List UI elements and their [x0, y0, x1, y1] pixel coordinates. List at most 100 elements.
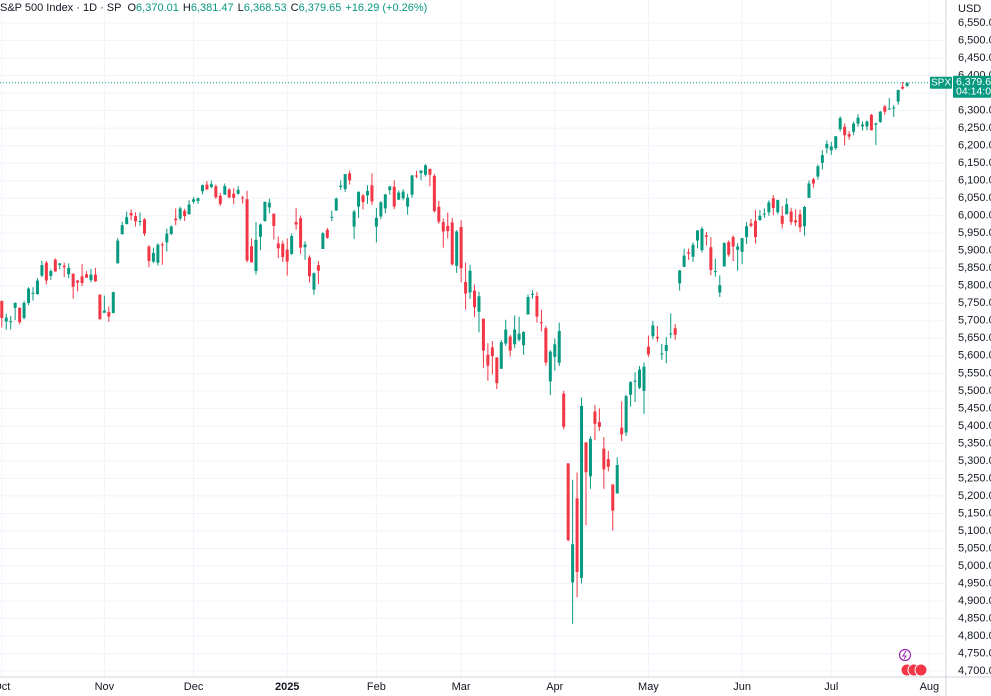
ohlc-value: 6,368.53: [243, 2, 287, 14]
candle-body: [588, 438, 592, 477]
candle-body: [272, 213, 276, 226]
candle-body: [745, 226, 749, 238]
candle-body: [98, 294, 102, 320]
candle-body: [192, 199, 196, 202]
candle-body: [811, 179, 815, 184]
candle-body: [562, 393, 566, 427]
candle-body: [178, 208, 182, 219]
candle-body: [432, 175, 436, 212]
y-tick-label: 4,800.00: [958, 630, 991, 642]
candle-body: [299, 218, 303, 248]
legend-header: S&P 500 Index · 1D · SP O 6,370.01 H 6,381…: [0, 2, 431, 14]
candle-body: [232, 193, 236, 198]
candle-body: [392, 186, 396, 207]
candle-body: [330, 216, 334, 218]
candle-body: [107, 312, 111, 317]
candle-body: [687, 252, 691, 254]
candle-body: [490, 347, 494, 357]
candle-body: [669, 333, 673, 335]
candle-body: [468, 270, 472, 293]
candle-body: [227, 189, 231, 198]
ohlc-key: O: [127, 2, 137, 14]
candle-body: [713, 271, 717, 273]
candle-body: [40, 265, 44, 276]
candle-body: [798, 214, 802, 228]
candle-body: [495, 357, 499, 384]
candle-body: [673, 328, 677, 335]
candle-body: [35, 280, 39, 295]
x-tick-label: Oct: [0, 681, 10, 693]
candle-body: [575, 498, 579, 572]
candle-body: [740, 238, 744, 252]
candle-body: [709, 247, 713, 271]
candle-body: [258, 224, 262, 237]
y-tick-label: 6,300.00: [958, 105, 991, 117]
candle-body: [517, 333, 521, 340]
candle-body: [829, 146, 833, 151]
candle-body: [76, 280, 80, 283]
candle-body: [290, 236, 294, 254]
candle-body: [767, 202, 771, 213]
candle-body: [513, 329, 517, 345]
candle-body: [646, 346, 650, 355]
candle-body: [205, 184, 209, 190]
candle-body: [633, 380, 637, 382]
candle-body: [13, 302, 17, 308]
candle-body: [89, 274, 93, 281]
candle-body: [834, 136, 838, 149]
candle-body: [138, 220, 142, 222]
x-tick-label: Nov: [95, 681, 115, 693]
candle-body: [370, 185, 374, 202]
candle-body: [843, 126, 847, 136]
candle-body: [486, 354, 490, 366]
candle-body: [464, 281, 468, 294]
candle-body: [365, 190, 369, 196]
y-tick-label: 5,500.00: [958, 385, 991, 397]
candle-body: [691, 244, 695, 257]
x-tick-label: Apr: [546, 681, 563, 693]
ohlc-value: 6,370.01: [136, 2, 179, 14]
candle-body: [553, 344, 557, 357]
candle-body: [419, 170, 423, 174]
y-tick-label: 5,550.00: [958, 367, 991, 379]
candle-body: [789, 211, 793, 223]
candle-body: [753, 220, 757, 238]
candle-body: [678, 270, 682, 284]
candle-body: [557, 330, 561, 363]
y-tick-label: 6,500.00: [958, 35, 991, 47]
candle-body: [53, 259, 57, 272]
candle-body: [49, 271, 53, 276]
candle-body: [481, 318, 485, 351]
candle-body: [682, 255, 686, 267]
candle-body: [281, 243, 285, 258]
candle-body: [508, 336, 512, 351]
candle-body: [695, 230, 699, 241]
candle-body: [807, 183, 811, 198]
y-tick-label: 5,750.00: [958, 297, 991, 309]
y-tick-label: 5,600.00: [958, 350, 991, 362]
candle-body: [722, 243, 726, 267]
candle-body: [758, 215, 762, 221]
candle-body: [655, 336, 659, 339]
candle-body: [0, 300, 4, 319]
candle-body: [294, 222, 298, 225]
candle-body: [263, 201, 267, 221]
candle-body: [441, 222, 445, 232]
candle-body: [584, 442, 588, 473]
candle-body: [718, 285, 722, 293]
candle-body: [142, 219, 146, 234]
y-tick-label: 5,900.00: [958, 245, 991, 257]
candle-body: [776, 199, 780, 213]
candle-body: [624, 396, 628, 433]
candle-body: [165, 233, 169, 243]
y-tick-label: 6,200.00: [958, 140, 991, 152]
candle-body: [241, 197, 245, 199]
symbol: S&P 500 Index · 1D · SP: [0, 2, 122, 14]
candle-body: [85, 274, 89, 278]
candle-body: [642, 366, 646, 391]
candle-body: [134, 216, 138, 222]
y-tick-label: 5,400.00: [958, 420, 991, 432]
